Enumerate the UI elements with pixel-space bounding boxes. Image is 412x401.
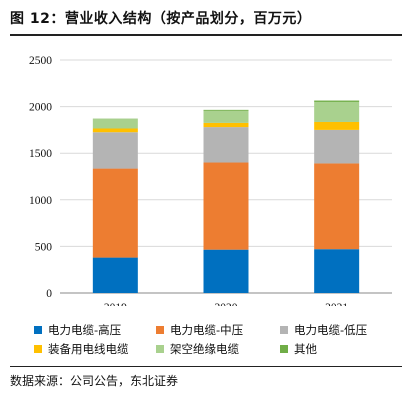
bar-segment	[314, 101, 360, 122]
x-tick-label: 2019	[104, 302, 127, 306]
y-axis-ticks: 0 500 1000 1500 2000 2500	[29, 55, 52, 300]
bar-segment	[203, 162, 249, 250]
legend-item: 电力电缆-中压	[156, 322, 243, 338]
legend-label: 装备用电线电缆	[48, 342, 129, 356]
bar-segment	[92, 168, 138, 258]
legend-label: 电力电缆-低压	[294, 323, 368, 337]
bar-segment	[92, 132, 138, 169]
figure-title: 图 12：营业收入结构（按产品划分，百万元）	[10, 11, 312, 27]
bar-segment	[314, 121, 360, 130]
bar-segment	[92, 128, 138, 133]
bar-segment	[314, 129, 360, 164]
legend-swatch	[34, 345, 42, 353]
legend-swatch	[280, 326, 288, 334]
legend-label: 电力电缆-高压	[48, 323, 122, 337]
bar-segment	[314, 100, 360, 102]
data-source: 数据来源：公司公告，东北证券	[10, 374, 179, 388]
legend-label: 电力电缆-中压	[170, 323, 244, 337]
y-tick-label: 2000	[29, 102, 52, 114]
bar-segment	[203, 109, 249, 111]
x-tick-label: 2021	[325, 302, 348, 306]
y-tick-label: 0	[46, 288, 52, 300]
legend-label: 其他	[294, 342, 317, 356]
legend-swatch	[280, 345, 288, 353]
bar-segment	[203, 122, 249, 128]
bars	[92, 100, 360, 293]
bar-segment	[314, 249, 360, 293]
bar-segment	[92, 119, 138, 129]
bar-segment	[92, 257, 138, 293]
legend-label: 架空绝缘电缆	[170, 342, 239, 356]
x-tick-label: 2020	[215, 302, 238, 306]
legend-item: 架空绝缘电缆	[156, 341, 239, 357]
legend-item: 其他	[280, 341, 317, 357]
legend-swatch	[156, 326, 164, 334]
legend-item: 电力电缆-高压	[34, 322, 121, 338]
stacked-bar-chart: 0 500 1000 1500 2000 2500 2019 2020 2021	[29, 55, 392, 306]
y-tick-label: 2500	[29, 55, 52, 67]
legend-swatch	[156, 345, 164, 353]
legend-item: 装备用电线电缆	[34, 341, 129, 357]
y-tick-label: 500	[35, 241, 53, 253]
legend-swatch	[34, 326, 42, 334]
source-rule	[10, 366, 402, 367]
title-rule	[10, 34, 402, 36]
x-axis-ticks: 2019 2020 2021	[104, 302, 349, 306]
bar-segment	[203, 110, 249, 123]
bar-segment	[203, 127, 249, 163]
y-tick-label: 1500	[29, 148, 52, 160]
bar-segment	[314, 163, 360, 250]
legend-item: 电力电缆-低压	[280, 322, 367, 338]
bar-segment	[203, 249, 249, 293]
y-tick-label: 1000	[29, 195, 52, 207]
